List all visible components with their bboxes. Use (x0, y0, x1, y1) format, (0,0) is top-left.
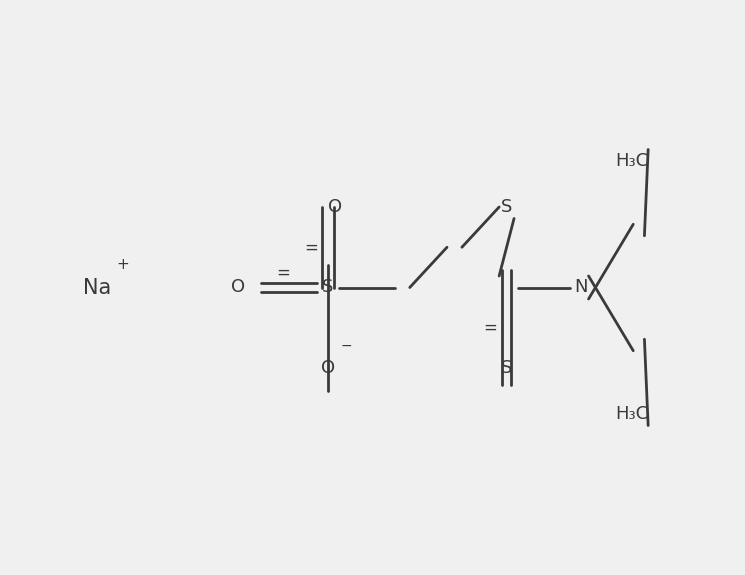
Text: O: O (329, 198, 342, 216)
Text: N: N (574, 278, 588, 297)
Text: O: O (321, 359, 335, 377)
Text: +: + (116, 257, 130, 272)
Text: H₃C: H₃C (615, 405, 648, 423)
Text: O: O (232, 278, 245, 297)
Text: S: S (501, 359, 513, 377)
Text: =: = (484, 319, 497, 337)
Text: −: − (340, 339, 352, 353)
Text: S: S (322, 278, 334, 297)
Text: =: = (276, 264, 290, 282)
Text: H₃C: H₃C (615, 152, 648, 170)
Text: Na: Na (83, 278, 111, 297)
Text: =: = (305, 238, 318, 256)
Text: S: S (501, 198, 513, 216)
